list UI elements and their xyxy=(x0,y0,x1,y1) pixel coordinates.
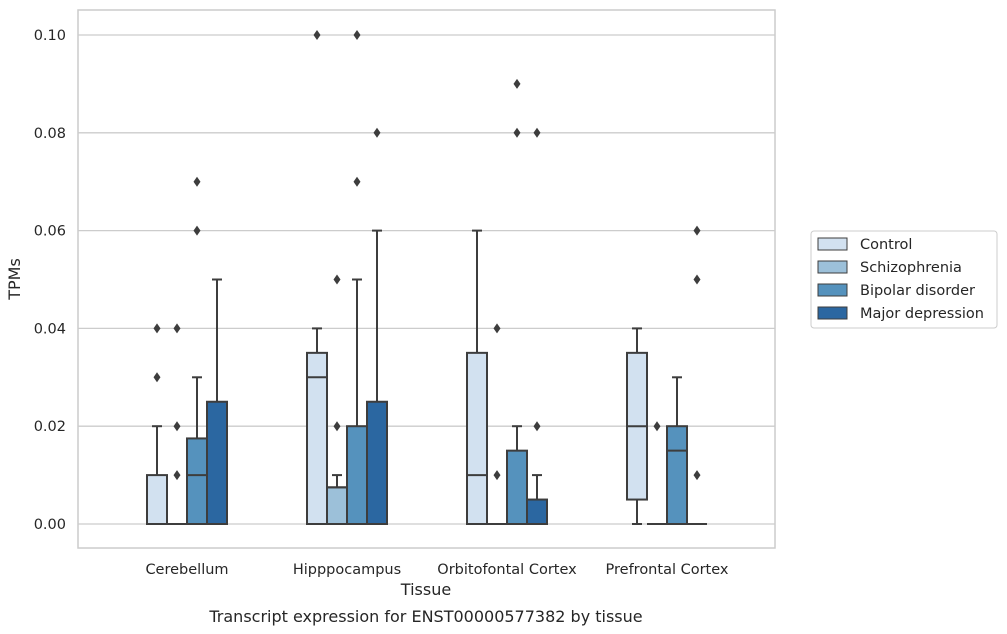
chart-caption: Transcript expression for ENST0000057738… xyxy=(208,607,642,626)
outlier-point xyxy=(693,470,701,481)
outlier-point xyxy=(533,421,541,432)
x-tick-label: Hipppocampus xyxy=(293,562,401,578)
box-body xyxy=(526,498,548,525)
box-control xyxy=(146,425,168,526)
legend-label: Control xyxy=(860,237,912,253)
outlier-point xyxy=(333,274,341,285)
box-major-depression xyxy=(526,474,548,525)
outlier-point xyxy=(493,323,501,334)
box-major-depression xyxy=(366,229,388,525)
x-axis-label: Tissue xyxy=(400,580,451,599)
box-bipolar-disorder xyxy=(666,376,688,526)
legend-label: Schizophrenia xyxy=(860,260,962,276)
outlier-point xyxy=(313,30,321,40)
box-body xyxy=(146,474,168,526)
outlier-point xyxy=(333,421,341,432)
legend-swatch xyxy=(817,237,848,251)
y-tick-label: 0.08 xyxy=(34,126,66,142)
y-tick-label: 0.00 xyxy=(34,517,66,533)
box-bipolar-disorder xyxy=(506,425,528,525)
legend-swatch xyxy=(817,306,848,320)
legend-swatch xyxy=(817,283,848,297)
y-tick-label: 0.06 xyxy=(34,224,66,240)
plot-frame xyxy=(77,9,776,549)
outlier-point xyxy=(693,225,701,236)
box-layer xyxy=(146,229,707,526)
y-axis-label: TPMs xyxy=(5,258,24,301)
outlier-point xyxy=(193,176,201,187)
outlier-point xyxy=(493,470,501,481)
legend-label: Major depression xyxy=(860,306,984,322)
box-control xyxy=(466,229,488,525)
y-tick-labels: 0.00 0.02 0.04 0.06 0.08 0.10 xyxy=(34,28,66,533)
outlier-point xyxy=(193,225,201,236)
outlier-layer xyxy=(153,30,701,481)
x-tick-label: Orbitofontal Cortex xyxy=(437,562,577,578)
outlier-point xyxy=(513,127,521,138)
box-body xyxy=(366,400,388,525)
box-control xyxy=(306,327,328,525)
outlier-point xyxy=(353,176,361,187)
x-tick-labels: Cerebellum Hipppocampus Orbitofontal Corte… xyxy=(145,562,728,578)
box-body xyxy=(346,425,368,526)
outlier-point xyxy=(173,421,181,432)
outlier-point xyxy=(533,127,541,138)
box-bipolar-disorder xyxy=(346,278,368,526)
legend-frame xyxy=(810,230,998,329)
legend-label: Bipolar disorder xyxy=(860,283,975,299)
outlier-point xyxy=(353,30,361,40)
x-tick-label: Prefrontal Cortex xyxy=(606,562,729,578)
outlier-point xyxy=(513,78,521,89)
box-body xyxy=(186,437,208,525)
y-tick-label: 0.10 xyxy=(34,28,66,44)
box-body xyxy=(666,425,688,526)
x-tick-label: Cerebellum xyxy=(145,562,228,578)
box-major-depression xyxy=(206,278,228,525)
outlier-point xyxy=(153,372,161,383)
box-body xyxy=(306,351,328,525)
box-bipolar-disorder xyxy=(186,376,208,525)
legend: Control Schizophrenia Bipolar disorder Majo… xyxy=(810,230,998,329)
outlier-point xyxy=(373,127,381,138)
legend-swatch xyxy=(817,260,848,274)
box-body xyxy=(206,400,228,525)
box-body xyxy=(506,449,528,525)
box-body xyxy=(326,486,348,526)
y-tick-label: 0.02 xyxy=(34,419,66,435)
box-body xyxy=(466,351,488,525)
outlier-point xyxy=(653,421,661,432)
outlier-point xyxy=(173,470,181,481)
box-control xyxy=(626,327,648,525)
y-tick-label: 0.04 xyxy=(34,321,66,337)
box-schizophrenia xyxy=(326,474,348,526)
outlier-point xyxy=(693,274,701,285)
outlier-point xyxy=(153,323,161,334)
outlier-point xyxy=(173,323,181,334)
